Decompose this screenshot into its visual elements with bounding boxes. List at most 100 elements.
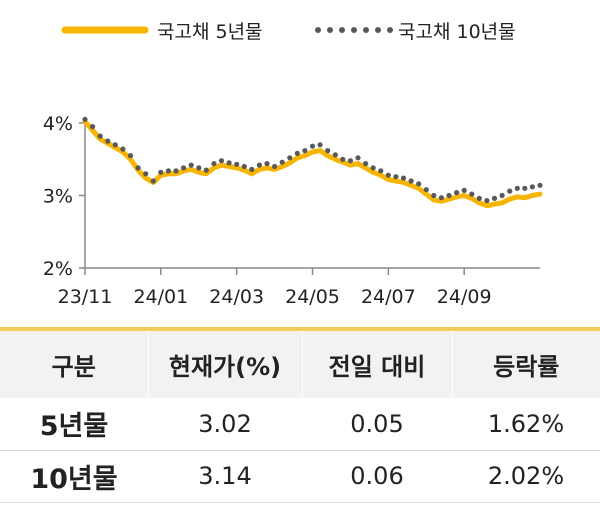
table-cell: 1.62% [487, 409, 565, 438]
series-point-10y [82, 116, 88, 122]
series-point-10y [181, 165, 187, 171]
series-point-10y [370, 165, 376, 171]
series-point-10y [507, 188, 513, 194]
series-point-10y [416, 181, 422, 187]
table-cell: 3.02 [198, 409, 252, 438]
series-point-10y [309, 143, 316, 149]
x-tick-label: 24/09 [437, 286, 492, 308]
series-point-10y [226, 160, 232, 166]
series-point-10y [211, 161, 217, 167]
series-point-10y [461, 187, 467, 193]
table-cell: 0.05 [350, 409, 404, 438]
series-point-10y [408, 178, 414, 184]
series-point-10y [135, 165, 141, 171]
series-point-10y [150, 178, 156, 184]
series-point-10y [499, 192, 505, 199]
y-axis-ticks: 2% 3% 4% [43, 113, 85, 280]
series-point-10y [317, 142, 323, 148]
series-point-10y [393, 174, 399, 180]
table-cell: 2.02% [487, 462, 565, 490]
series-point-10y [272, 163, 278, 170]
series-point-10y [234, 161, 240, 167]
y-tick-label: 2% [43, 258, 73, 280]
series-point-10y [454, 190, 460, 196]
series-point-10y [529, 184, 536, 190]
series-point-10y [325, 148, 331, 154]
legend-dots-10y [315, 27, 393, 33]
row-label: 10년물 [30, 463, 118, 495]
x-tick-label: 24/07 [361, 286, 416, 308]
legend-dot [327, 27, 333, 33]
series-line-5y [82, 119, 543, 209]
series-point-10y [143, 171, 149, 177]
series-point-10y [363, 161, 369, 167]
series-point-10y [97, 133, 103, 139]
series-point-10y [256, 162, 262, 168]
series-point-10y [196, 165, 202, 171]
table-row: 5년물 3.02 0.05 1.62% [0, 398, 600, 450]
series-point-10y [112, 142, 118, 148]
series-point-10y [514, 185, 520, 191]
header-day-change: 전일 대비 [301, 331, 452, 398]
quote-table-container: 구분 현재가(%) 전일 대비 등락률 5년물 3.02 0.05 1.62% … [0, 327, 600, 508]
series-point-10y [378, 168, 384, 174]
series-point-10y [446, 192, 452, 199]
series-point-10y [469, 191, 475, 197]
series-point-10y [423, 187, 429, 193]
series-point-10y [522, 185, 528, 191]
series-point-10y [355, 155, 361, 161]
series-point-10y [188, 162, 194, 168]
x-tick-label: 24/05 [285, 286, 340, 308]
series-point-10y [105, 138, 111, 144]
quote-table: 구분 현재가(%) 전일 대비 등락률 5년물 3.02 0.05 1.62% … [0, 331, 600, 503]
series-point-10y [279, 159, 285, 165]
x-tick-label: 24/03 [209, 286, 264, 308]
series-point-10y [127, 153, 134, 159]
legend-dot [351, 27, 357, 33]
table-row: 10년물 3.14 0.06 2.02% [0, 450, 600, 502]
legend: 국고채 5년물 국고채 10년물 [61, 21, 516, 43]
legend-dot [363, 27, 369, 33]
legend-label-5y: 국고채 5년물 [157, 21, 263, 43]
series-layer [82, 116, 543, 209]
x-axis-ticks: 23/11 24/01 24/03 24/05 24/07 24/09 [58, 268, 492, 308]
series-point-10y [302, 148, 308, 154]
table-header-row: 구분 현재가(%) 전일 대비 등락률 [0, 331, 600, 398]
legend-dot [387, 27, 393, 33]
series-point-10y [90, 124, 96, 130]
legend-dot [315, 27, 321, 33]
series-point-10y [287, 155, 293, 161]
series-point-10y [438, 195, 444, 201]
series-point-10y [484, 198, 490, 204]
x-tick-label: 24/01 [133, 286, 188, 308]
series-point-10y [158, 169, 164, 175]
series-point-10y [173, 168, 179, 174]
series-point-10y [120, 146, 126, 152]
legend-dot [339, 27, 345, 33]
series-point-10y [218, 158, 225, 164]
x-tick-label: 23/11 [58, 286, 113, 308]
series-point-10y [491, 195, 498, 201]
series-point-10y [431, 192, 437, 199]
series-point-10y [340, 156, 346, 162]
series-point-10y [332, 152, 338, 158]
series-point-10y [241, 163, 247, 170]
series-point-10y [347, 158, 353, 164]
row-label: 5년물 [39, 411, 109, 443]
series-point-10y [385, 172, 391, 178]
series-point-10y [203, 167, 209, 173]
table-cell: 0.06 [350, 462, 404, 490]
series-point-10y [264, 161, 270, 167]
legend-dot [375, 27, 381, 33]
header-category: 구분 [51, 353, 96, 381]
table-cell: 3.14 [198, 462, 252, 490]
series-point-10y [249, 166, 255, 172]
series-point-10y [400, 175, 407, 181]
series-point-10y [537, 182, 543, 188]
series-point-10y [476, 195, 482, 201]
chart-area: 국고채 5년물 국고채 10년물 2% 3% 4% 23/11 24/01 24/03 2… [43, 21, 543, 308]
y-tick-label: 3% [43, 186, 73, 208]
y-tick-label: 4% [43, 113, 73, 135]
series-point-10y [294, 150, 300, 156]
line-chart: 국고채 5년물 국고채 10년물 2%3%4% 23/11 24/01 24/03 2… [43, 21, 543, 308]
